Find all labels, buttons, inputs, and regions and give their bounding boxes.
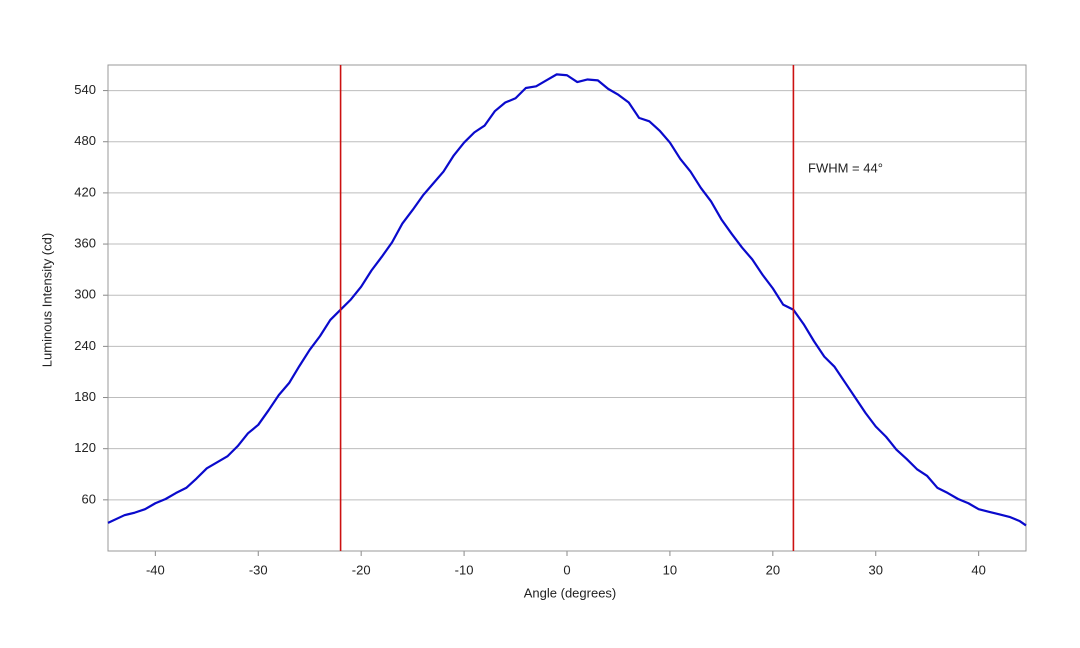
y-tick-label: 540 [74,82,96,97]
y-tick-label: 180 [74,389,96,404]
y-tick-label: 480 [74,133,96,148]
x-axis-label: Angle (degrees) [524,585,617,600]
plot-frame [107,64,1027,552]
y-tick-label: 360 [74,235,96,250]
x-tick-label: 20 [766,562,780,577]
annotation: FWHM = 44° [808,160,883,175]
x-tick-label: 0 [563,562,570,577]
x-tick-label: 10 [663,562,677,577]
x-tick-label: -10 [455,562,474,577]
y-tick-label: 240 [74,338,96,353]
y-tick-label: 60 [82,491,96,506]
data-line [107,73,1027,527]
x-tick-label: 40 [971,562,985,577]
x-tick-label: -30 [249,562,268,577]
y-tick-label: 420 [74,184,96,199]
x-tick-label: -40 [146,562,165,577]
y-axis-label: Luminous Intensity (cd) [39,233,54,367]
x-tick-label: -20 [352,562,371,577]
y-tick-label: 120 [74,440,96,455]
x-tick-label: 30 [869,562,883,577]
y-tick-label: 300 [74,287,96,302]
